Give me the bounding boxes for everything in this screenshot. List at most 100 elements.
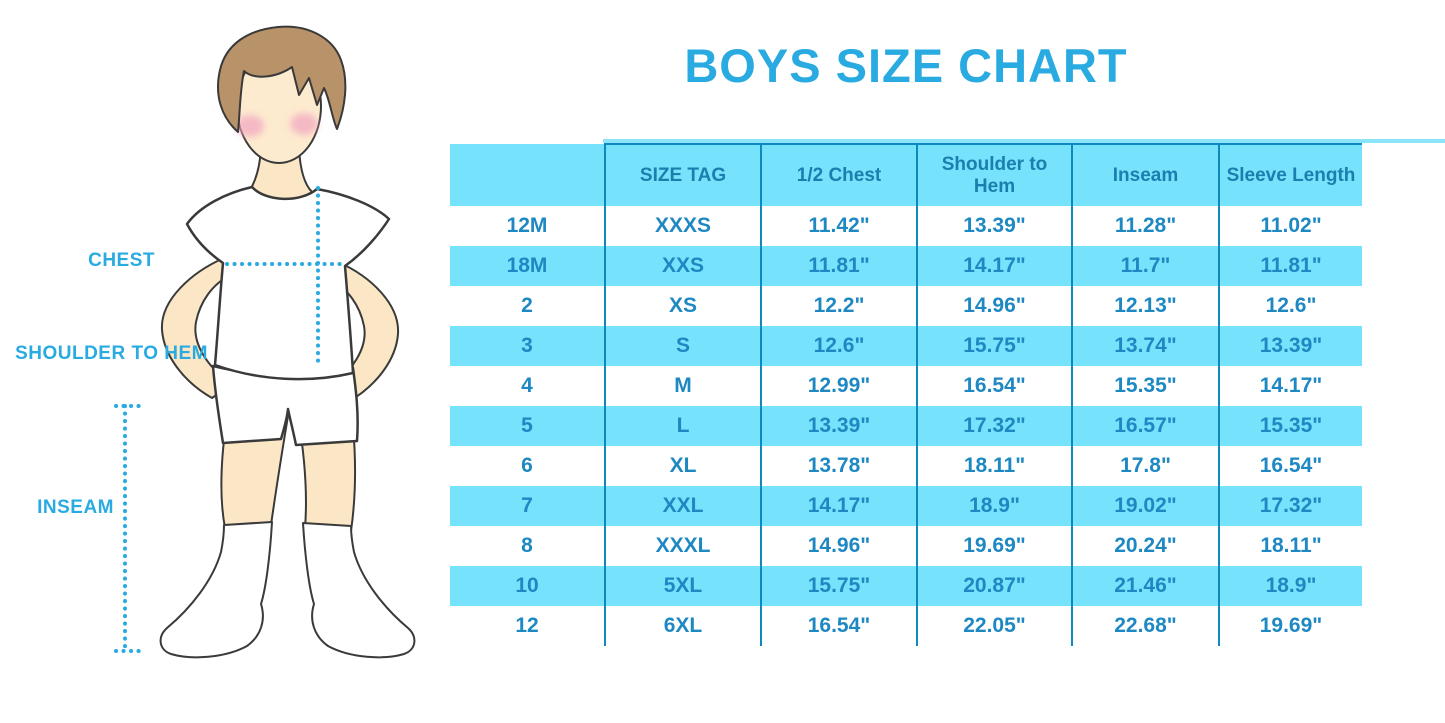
size-table: SIZE TAG 1/2 Chest Shoulder to Hem Inseam Sl…	[450, 143, 1362, 646]
measurement-cell: 18.9"	[1219, 566, 1362, 606]
inseam-label: INSEAM	[37, 497, 114, 518]
measurement-cell: 17.8"	[1072, 446, 1220, 486]
measurement-cell: 21.46"	[1072, 566, 1220, 606]
table-row-size-4: 4 M 12.99" 16.54" 15.35" 14.17"	[450, 366, 1362, 406]
size-tag-cell: XXS	[605, 246, 762, 286]
column-header-size-tag: SIZE TAG	[605, 143, 762, 206]
measurement-cell: 15.75"	[917, 326, 1073, 366]
measurement-cell: 19.69"	[1219, 606, 1362, 646]
page-title: BOYS SIZE CHART	[684, 39, 1128, 92]
table-row-size-5: 5 L 13.39" 17.32" 16.57" 15.35"	[450, 406, 1362, 446]
measurement-cell: 11.81"	[761, 246, 918, 286]
size-tag-cell: XS	[605, 286, 762, 326]
size-cell: 7	[450, 486, 606, 526]
boy-sock-left	[159, 521, 273, 659]
measurement-cell: 13.74"	[1072, 326, 1220, 366]
measurement-cell: 14.17"	[917, 246, 1073, 286]
size-tag-cell: L	[605, 406, 762, 446]
measurement-cell: 14.17"	[1219, 366, 1362, 406]
measurement-cell: 19.02"	[1072, 486, 1220, 526]
measurement-cell: 11.28"	[1072, 206, 1220, 246]
measurement-cell: 12.6"	[1219, 286, 1362, 326]
size-cell: 5	[450, 406, 606, 446]
boy-cheek-left	[236, 115, 264, 137]
table-header: SIZE TAG 1/2 Chest Shoulder to Hem Inseam Sl…	[450, 143, 1362, 206]
measurement-cell: 20.24"	[1072, 526, 1220, 566]
measurement-cell: 17.32"	[917, 406, 1073, 446]
measurement-cell: 16.57"	[1072, 406, 1220, 446]
table-row-size-12: 12 6XL 16.54" 22.05" 22.68" 19.69"	[450, 606, 1362, 646]
measurement-cell: 11.42"	[761, 206, 918, 246]
measurement-cell: 12.2"	[761, 286, 918, 326]
measurement-cell: 12.6"	[761, 326, 918, 366]
boy-hair	[217, 25, 347, 133]
measurement-cell: 18.11"	[917, 446, 1073, 486]
size-cell: 6	[450, 446, 606, 486]
table-row-size-6: 6 XL 13.78" 18.11" 17.8" 16.54"	[450, 446, 1362, 486]
measurement-cell: 13.39"	[917, 206, 1073, 246]
size-tag-cell: 6XL	[605, 606, 762, 646]
table-row-size-12m: 12M XXXS 11.42" 13.39" 11.28" 11.02"	[450, 206, 1362, 246]
measurement-cell: 14.96"	[761, 526, 918, 566]
table-top-strip	[603, 139, 1445, 143]
measurement-cell: 17.32"	[1219, 486, 1362, 526]
size-cell: 8	[450, 526, 606, 566]
measurement-cell: 12.13"	[1072, 286, 1220, 326]
table-row-size-18m: 18M XXS 11.81" 14.17" 11.7" 11.81"	[450, 246, 1362, 286]
chest-label: CHEST	[88, 250, 155, 271]
size-tag-cell: 5XL	[605, 566, 762, 606]
measurement-cell: 16.54"	[917, 366, 1073, 406]
size-tag-cell: XXL	[605, 486, 762, 526]
boy-shirt	[185, 185, 391, 381]
measurement-cell: 18.11"	[1219, 526, 1362, 566]
measurement-cell: 18.9"	[917, 486, 1073, 526]
measurement-cell: 13.78"	[761, 446, 918, 486]
column-header-1-2-chest: 1/2 Chest	[761, 143, 918, 206]
table-row-size-10: 10 5XL 15.75" 20.87" 21.46" 18.9"	[450, 566, 1362, 606]
measurement-cell: 11.02"	[1219, 206, 1362, 246]
measurement-cell: 22.05"	[917, 606, 1073, 646]
size-cell: 10	[450, 566, 606, 606]
measurement-cell: 15.75"	[761, 566, 918, 606]
size-cell: 3	[450, 326, 606, 366]
measurement-cell: 20.87"	[917, 566, 1073, 606]
boy-illustration	[114, 25, 416, 659]
shoulder-to-hem-label: SHOULDER TO HEM	[15, 343, 208, 364]
measurement-cell: 11.7"	[1072, 246, 1220, 286]
size-cell: 18M	[450, 246, 606, 286]
boy-cheek-right	[290, 113, 318, 135]
table-row-size-3: 3 S 12.6" 15.75" 13.74" 13.39"	[450, 326, 1362, 366]
table-row-size-8: 8 XXXL 14.96" 19.69" 20.24" 18.11"	[450, 526, 1362, 566]
size-tag-cell: M	[605, 366, 762, 406]
measurement-cell: 16.54"	[761, 606, 918, 646]
table-row-size-7: 7 XXL 14.17" 18.9" 19.02" 17.32"	[450, 486, 1362, 526]
measurement-cell: 15.35"	[1219, 406, 1362, 446]
measurement-cell: 22.68"	[1072, 606, 1220, 646]
measurement-cell: 14.17"	[761, 486, 918, 526]
measurement-cell: 14.96"	[917, 286, 1073, 326]
measurement-cell: 12.99"	[761, 366, 918, 406]
size-tag-cell: XXXS	[605, 206, 762, 246]
size-tag-cell: S	[605, 326, 762, 366]
measurement-cell: 16.54"	[1219, 446, 1362, 486]
boy-arm-left	[160, 257, 233, 399]
size-tag-cell: XXXL	[605, 526, 762, 566]
measurement-cell: 13.39"	[761, 406, 918, 446]
measurement-cell: 19.69"	[917, 526, 1073, 566]
size-cell: 12M	[450, 206, 606, 246]
size-cell: 4	[450, 366, 606, 406]
figure-area: CHEST SHOULDER TO HEM INSEAM	[0, 0, 450, 723]
column-header-shoulder-to-hem: Shoulder to Hem	[917, 143, 1073, 206]
header-row: SIZE TAG 1/2 Chest Shoulder to Hem Inseam Sl…	[450, 143, 1362, 206]
boy-sock-right	[302, 522, 416, 659]
measurement-cell: 15.35"	[1072, 366, 1220, 406]
corner-header-cell	[450, 144, 606, 206]
size-cell: 12	[450, 606, 606, 646]
measurement-cell: 11.81"	[1219, 246, 1362, 286]
size-cell: 2	[450, 286, 606, 326]
column-header-sleeve-length: Sleeve Length	[1219, 143, 1362, 206]
table-body: 12M XXXS 11.42" 13.39" 11.28" 11.02" 18M XXS 11.…	[450, 206, 1362, 646]
size-tag-cell: XL	[605, 446, 762, 486]
measurement-cell: 13.39"	[1219, 326, 1362, 366]
